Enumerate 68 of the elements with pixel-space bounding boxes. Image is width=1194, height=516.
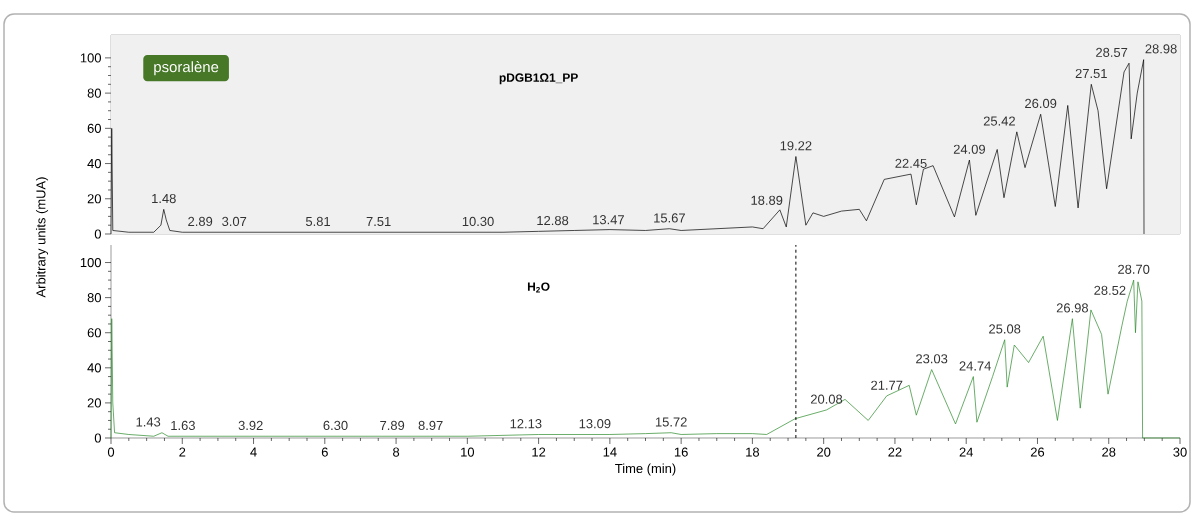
annotation: 13.09 [579,419,611,429]
annotation: 7.89 [380,420,405,431]
x-tick-label: 18 [746,447,760,457]
x-tick-label: 4 [250,447,257,457]
x-tick-label: 26 [1030,447,1045,457]
x-tick-label: 6 [321,447,328,457]
annotation: 10.30 [462,216,494,227]
y-tick-label: 40 [87,158,101,169]
annotation: 3.92 [238,420,263,431]
x-axis-title: Time (min) [615,463,676,476]
y-tick-label: 20 [87,398,101,408]
annotation: 1.43 [136,417,161,427]
annotation: 1.63 [171,420,195,431]
y-tick-label: 40 [87,363,101,373]
x-tick-label: 24 [959,447,974,457]
annotation: 28.70 [1118,264,1150,274]
y-tick-label: 20 [87,194,101,204]
annotation: 21.77 [871,380,903,390]
annotation: 15.72 [655,417,687,427]
annotation: 15.67 [654,213,685,223]
annotation: 24.09 [953,144,985,154]
annotation: 3.07 [222,216,247,227]
annotation: 2.89 [188,216,213,227]
annotation: 13.47 [593,215,624,225]
annotation: 28.98 [1145,44,1177,54]
annotation: 25.42 [983,116,1015,126]
y-tick-label: 80 [87,88,101,98]
y-tick-label: 0 [94,433,101,443]
y-tick-label: 60 [87,328,101,338]
annotation: 18.89 [751,195,783,205]
annotation: 26.98 [1056,303,1089,313]
y-tick-label: 0 [94,229,101,239]
annotation: 23.03 [916,354,948,364]
x-tick-label: 2 [179,447,186,457]
annotation: 12.88 [537,215,569,226]
y-tick-label: 100 [80,257,101,268]
y-axis-title: Arbitrary units (mUA) [35,177,49,298]
x-tick-label: 14 [603,447,617,457]
annotation: 5.81 [305,216,331,227]
y-tick-label: 80 [87,293,101,303]
annotation: 19.22 [780,141,812,151]
text: pDGB1Ω1_PP [499,73,578,85]
x-tick-label: 0 [107,447,115,457]
annotation: 28.57 [1096,47,1128,57]
annotation: 22.45 [895,158,927,168]
annotation: 24.74 [959,361,991,371]
x-tick-label: 10 [461,447,475,457]
annotation: 6.30 [323,420,348,431]
text: H$_{2}$O [527,282,550,293]
x-tick-label: 8 [393,447,400,457]
annotation: 12.13 [510,419,542,429]
x-tick-label: 16 [674,447,688,457]
x-tick-label: 22 [888,447,902,457]
y-tick-label: 100 [80,53,101,63]
annotation: 27.51 [1075,68,1107,79]
annotation: 20.08 [810,394,843,404]
y-tick-label: 60 [87,123,101,133]
x-tick-label: 12 [532,447,546,457]
annotation: 1.48 [152,193,176,204]
x-tick-label: 28 [1102,447,1116,457]
annotation: 25.08 [989,324,1021,334]
annotation: 26.09 [1025,98,1057,109]
annotation: 8.97 [418,420,443,431]
annotation: 7.51 [366,217,391,227]
annotation: 28.52 [1094,285,1126,295]
x-tick-label: 30 [1173,447,1187,457]
x-tick-label: 20 [817,447,831,457]
annotation: psoralène [154,61,219,76]
